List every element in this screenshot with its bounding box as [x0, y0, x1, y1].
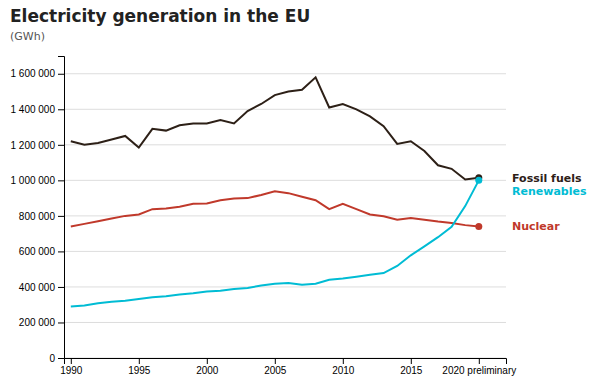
x-axis-tick-label: 2015 [400, 365, 423, 376]
y-axis-tick: 1 600 000 [11, 68, 65, 79]
subtitle: (GWh) [10, 30, 45, 43]
grid-line [64, 286, 506, 287]
x-axis-tick: 2005 [264, 358, 287, 376]
x-axis-tick: 2000 [196, 358, 219, 376]
y-axis-line [58, 57, 65, 359]
plot: 1990 1995 2000 2005 2010 2015 2020 preliminary… [11, 57, 587, 377]
series-line [71, 180, 479, 306]
y-axis: 0 200 000 400 000 600 000 800 000 1 000 000 1 … [11, 57, 65, 364]
y-axis-tick-mark [58, 74, 64, 75]
y-axis-tick-label: 1 200 000 [11, 140, 56, 151]
x-axis-tick-mark [275, 358, 276, 364]
y-axis-tick-mark [58, 322, 64, 323]
y-axis-tick-label: 1 600 000 [11, 68, 56, 79]
x-axis-tick-mark [479, 358, 480, 364]
grid-line [64, 322, 506, 323]
x-axis-tick: 2010 [332, 358, 355, 376]
y-axis-tick-label: 800 000 [19, 211, 56, 222]
x-axis-tick: 2015 [400, 358, 423, 376]
series-line [71, 77, 479, 179]
y-axis-tick-label: 600 000 [19, 246, 56, 257]
series-line [71, 191, 479, 226]
y-axis-tick: 200 000 [19, 317, 64, 328]
y-axis-tick-mark [58, 216, 64, 217]
x-axis-tick: 1990 [60, 358, 83, 376]
x-axis-tick-label: 2010 [332, 365, 355, 376]
x-axis-line [65, 359, 507, 365]
y-axis-tick-mark [58, 287, 64, 288]
y-axis-tick-label: 400 000 [19, 282, 56, 293]
y-axis-tick: 1 000 000 [11, 175, 65, 186]
title: Electricity generation in the EU [10, 6, 310, 26]
series-group [71, 77, 483, 306]
x-axis: 1990 1995 2000 2005 2010 2015 2020 preliminary [60, 358, 516, 376]
chart: Electricity generation in the EU (GWh) 199… [0, 0, 590, 388]
grid-line [64, 109, 506, 110]
x-axis-tick-label: 2005 [264, 365, 287, 376]
x-axis-tick-mark [411, 358, 412, 364]
end-labels: Fossil fuelsRenewables Nuclear [512, 172, 587, 234]
y-axis-tick-mark [58, 358, 64, 359]
x-axis-tick-label: 2020 preliminary [442, 365, 516, 376]
y-axis-tick: 800 000 [19, 211, 64, 222]
x-axis-tick-mark [343, 358, 344, 364]
series-label: Nuclear [512, 220, 560, 233]
x-axis-tick-label: 1990 [60, 365, 83, 376]
y-axis-tick: 0 [49, 353, 64, 364]
x-axis-tick-mark [207, 358, 208, 364]
y-axis-tick-mark [58, 145, 64, 146]
x-axis-tick: 1995 [128, 358, 151, 376]
y-axis-tick-label: 1 400 000 [11, 104, 56, 115]
y-axis-tick: 400 000 [19, 282, 64, 293]
y-axis-tick-label: 200 000 [19, 317, 56, 328]
x-axis-tick-label: 2000 [196, 365, 219, 376]
y-axis-tick: 1 200 000 [11, 140, 65, 151]
x-axis-tick-label: 1995 [128, 365, 151, 376]
series-label: Renewables [512, 185, 587, 198]
x-axis-tick-mark [139, 358, 140, 364]
y-axis-tick: 600 000 [19, 246, 64, 257]
grid [64, 74, 506, 358]
end-dot [475, 177, 482, 184]
x-axis-tick-mark [71, 358, 72, 364]
grid-line [64, 73, 506, 74]
end-dot [475, 223, 482, 230]
series-label: Fossil fuels [512, 172, 582, 185]
x-axis-tick: 2020 preliminary [442, 358, 516, 376]
y-axis-tick-label: 1 000 000 [11, 175, 56, 186]
y-axis-tick-mark [58, 180, 64, 181]
grid-line [64, 144, 506, 145]
y-axis-tick-label: 0 [49, 353, 55, 364]
grid-line [64, 180, 506, 181]
y-axis-tick: 1 400 000 [11, 104, 65, 115]
y-axis-tick-mark [58, 109, 64, 110]
y-axis-tick-mark [58, 251, 64, 252]
grid-line [64, 251, 506, 252]
